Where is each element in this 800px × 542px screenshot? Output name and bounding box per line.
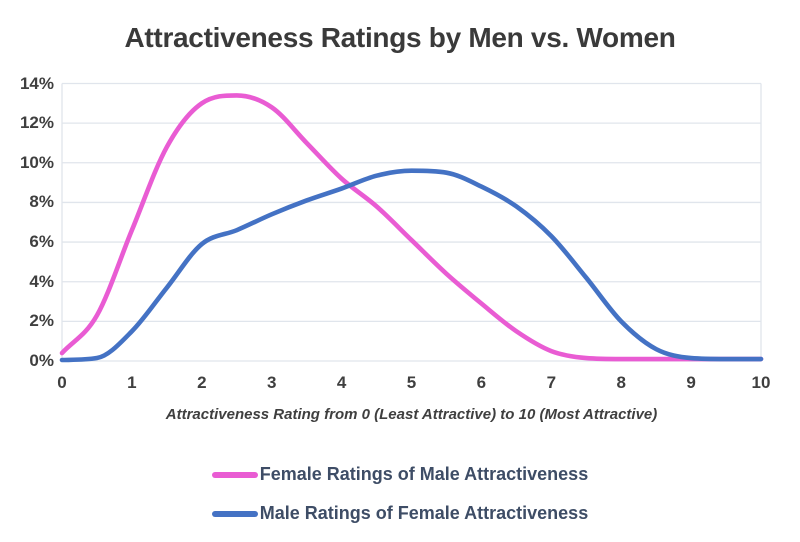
chart-title: Attractiveness Ratings by Men vs. Women: [124, 22, 676, 53]
y-tick-label: 2%: [29, 311, 54, 331]
x-axis-title: Attractiveness Rating from 0 (Least Attr…: [165, 406, 658, 423]
series-line-female-ratings: [59, 93, 764, 362]
y-tick-label: 6%: [29, 232, 54, 252]
x-tick-label: 2: [197, 373, 207, 392]
legend-label: Male Ratings of Female Attractiveness: [259, 503, 589, 523]
x-tick-label: 8: [616, 373, 626, 392]
legend-item-male-ratings: Male Ratings of Female Attractiveness: [211, 500, 589, 527]
x-tick-label: 10: [751, 373, 771, 392]
legend-swatch-blue-line: [211, 510, 258, 517]
legend: Female Ratings of Male Attractiveness Ma…: [0, 461, 800, 527]
y-tick-label: 12%: [19, 113, 54, 133]
y-tick-label: 10%: [19, 152, 54, 172]
x-tick-label: 3: [266, 373, 277, 392]
x-tick-label: 0: [57, 373, 67, 392]
x-tick-label: 4: [336, 373, 347, 392]
x-tick-label: 7: [546, 373, 557, 392]
x-tick-label: 9: [686, 373, 696, 392]
x-tick-label: 6: [476, 373, 487, 392]
y-tick-label: 8%: [29, 192, 54, 212]
y-tick-label: 14%: [19, 73, 54, 93]
legend-item-female-ratings: Female Ratings of Male Attractiveness: [211, 461, 589, 488]
y-tick-label: 0%: [29, 351, 54, 370]
x-tick-label: 5: [406, 373, 417, 392]
y-tick-label: 4%: [29, 271, 54, 291]
x-tick-label: 1: [127, 373, 137, 392]
legend-label: Female Ratings of Male Attractiveness: [259, 464, 589, 484]
series-line-male-ratings: [59, 168, 764, 363]
legend-swatch-pink-line: [211, 471, 258, 478]
